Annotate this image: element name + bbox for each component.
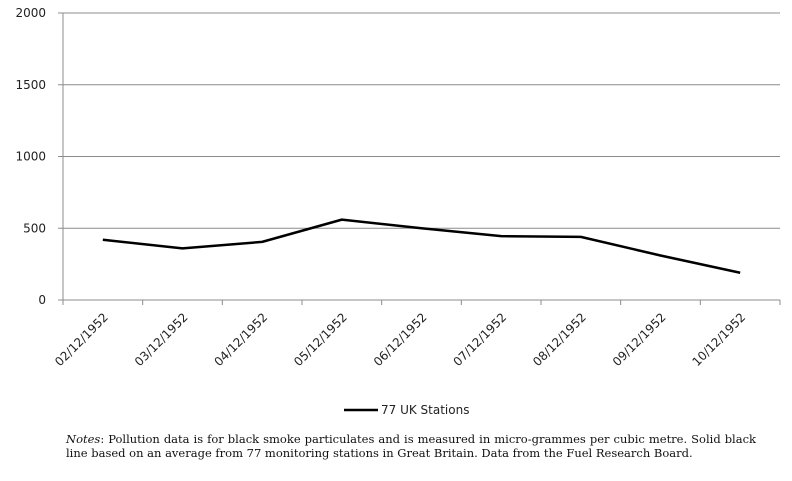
x-tick-label: 03/12/1952 xyxy=(132,310,191,369)
notes-text: : Pollution data is for black smoke part… xyxy=(66,432,756,460)
x-tick-label: 09/12/1952 xyxy=(610,310,669,369)
y-tick-label: 0 xyxy=(38,293,46,307)
y-tick-labels: 0 500 1000 1500 2000 xyxy=(15,6,46,307)
y-tick-label: 1500 xyxy=(15,78,46,92)
x-tick-label: 10/12/1952 xyxy=(689,310,748,369)
axes xyxy=(58,12,781,305)
legend-label: 77 UK Stations xyxy=(381,403,469,417)
series-group xyxy=(102,218,741,274)
y-tick-label: 2000 xyxy=(15,6,46,20)
chart-notes: Notes: Pollution data is for black smoke… xyxy=(66,432,756,460)
x-tick-label: 04/12/1952 xyxy=(211,310,270,369)
y-tick-label: 1000 xyxy=(15,150,46,164)
x-tick-labels: 02/12/1952 03/12/1952 04/12/1952 05/12/1952… xyxy=(52,310,748,369)
y-tick-label: 500 xyxy=(23,221,46,235)
x-tick-label: 08/12/1952 xyxy=(530,310,589,369)
x-tick-label: 07/12/1952 xyxy=(450,310,509,369)
series-line xyxy=(102,218,741,274)
x-tick-label: 02/12/1952 xyxy=(52,310,111,369)
notes-lead: Notes xyxy=(66,432,101,446)
line-chart: 0 500 1000 1500 2000 02/12/1952 03/12/1952 04/… xyxy=(15,6,781,417)
gridlines xyxy=(63,12,780,229)
x-tick-label: 06/12/1952 xyxy=(371,310,430,369)
legend: 77 UK Stations xyxy=(344,403,469,417)
x-tick-label: 05/12/1952 xyxy=(291,310,350,369)
